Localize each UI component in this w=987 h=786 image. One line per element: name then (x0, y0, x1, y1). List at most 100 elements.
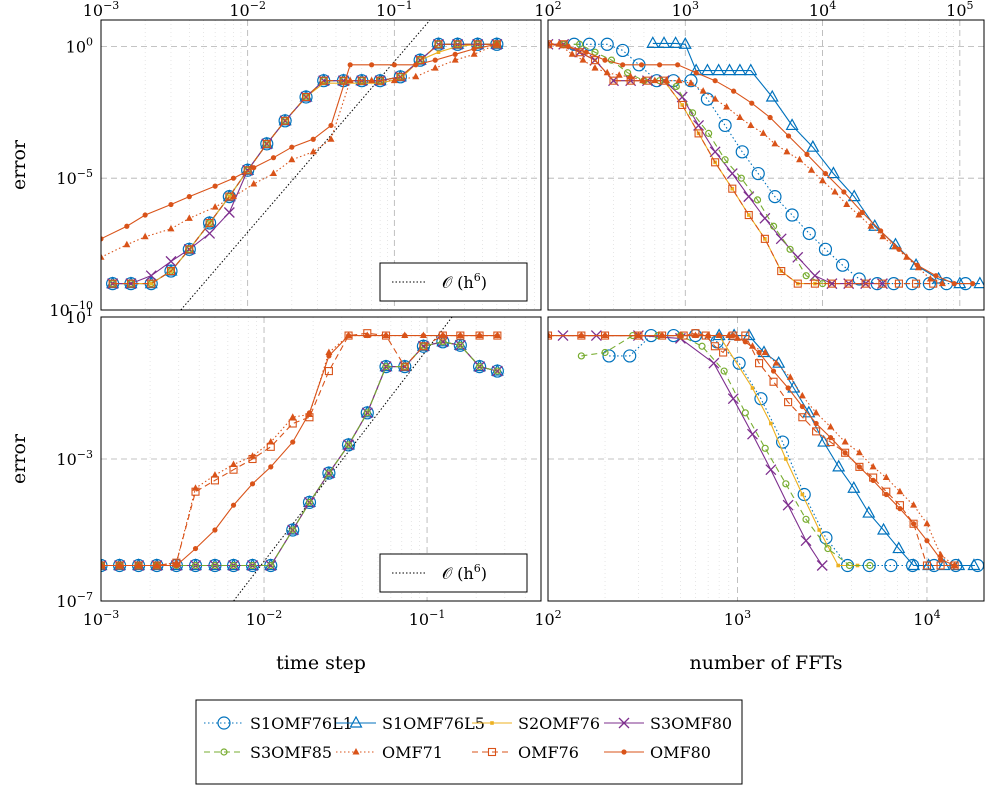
data-point (688, 109, 697, 117)
data-point (786, 373, 794, 380)
data-point (165, 255, 177, 267)
data-point (659, 76, 669, 85)
data-point (565, 43, 571, 49)
data-point (933, 273, 939, 279)
data-point (192, 484, 200, 491)
legend-entry-S1OMF76L1: S1OMF76L1 (204, 714, 353, 733)
data-point (492, 40, 501, 49)
legend-label: S3OMF80 (650, 714, 732, 733)
legend-label: S1OMF76L1 (250, 714, 353, 733)
data-point (391, 62, 397, 68)
series-line (101, 341, 498, 567)
data-point (357, 76, 366, 85)
reference-legend: 𝒪 (h6) (379, 553, 528, 593)
data-point (712, 328, 726, 341)
data-point (725, 331, 733, 339)
data-point (212, 183, 218, 189)
data-point (775, 435, 790, 449)
data-point (323, 467, 335, 479)
data-point (951, 281, 957, 287)
data-point (101, 236, 104, 242)
data-point (230, 460, 238, 467)
data-point (288, 419, 297, 428)
data-point (339, 76, 348, 85)
data-point (626, 76, 635, 85)
data-point (230, 175, 237, 181)
data-point (185, 245, 194, 254)
series-S1OMF76L1 (101, 335, 504, 573)
data-point (785, 133, 792, 139)
data-point (793, 279, 802, 288)
data-point (708, 357, 720, 369)
data-point (950, 561, 959, 570)
data-point (824, 544, 832, 553)
data-point (878, 228, 884, 234)
data-point (817, 528, 822, 532)
data-point (687, 79, 695, 86)
data-point (847, 481, 861, 493)
data-point (841, 448, 850, 457)
data-point (937, 556, 944, 562)
data-point (818, 242, 833, 256)
data-point (693, 119, 705, 131)
data-point (212, 527, 218, 533)
series-OMF71 (548, 331, 959, 568)
data-point (742, 339, 748, 345)
data-point (767, 114, 773, 121)
series-line (548, 335, 955, 566)
data-point (457, 332, 463, 339)
data-point (420, 332, 427, 339)
data-point (847, 189, 861, 202)
data-point (753, 196, 762, 204)
series-line (548, 332, 955, 567)
data-point (135, 562, 142, 569)
series-OMF76 (548, 329, 959, 570)
series-S3OMF80 (101, 336, 503, 571)
data-point (607, 56, 616, 64)
x-tick-label: 105 (946, 0, 973, 20)
data-point (327, 135, 335, 142)
data-point (705, 129, 713, 137)
data-point (310, 136, 316, 142)
series-line (548, 335, 955, 567)
data-point (922, 561, 932, 570)
data-point (783, 147, 791, 155)
data-point (289, 144, 295, 150)
y-tick-label: 10−10 (49, 299, 93, 320)
data-point (309, 147, 317, 155)
legend-label: OMF76 (518, 743, 579, 762)
series-line (112, 43, 497, 285)
data-point (319, 76, 328, 85)
data-point (855, 462, 864, 471)
data-point (675, 76, 683, 84)
data-point (368, 76, 376, 84)
data-point (185, 214, 193, 221)
legend-entry-OMF76: OMF76 (472, 743, 579, 762)
data-point (786, 245, 794, 253)
data-point (602, 332, 608, 339)
reference-line-h6 (180, 20, 431, 310)
data-point (672, 82, 680, 91)
data-point (248, 454, 257, 464)
data-point (797, 487, 811, 502)
data-point (816, 560, 828, 571)
data-point (249, 481, 256, 487)
series-OMF80 (548, 332, 958, 569)
data-point (819, 176, 827, 184)
data-point (879, 232, 887, 240)
data-point (290, 439, 296, 445)
data-point (266, 442, 275, 451)
legend-label: OMF71 (382, 743, 443, 762)
legend-label: S1OMF76L5 (382, 714, 485, 733)
data-point (656, 62, 663, 68)
x-tick-label: 104 (913, 608, 940, 629)
legend-entry-S3OMF80: S3OMF80 (604, 714, 732, 733)
data-point (810, 279, 819, 288)
series-S1OMF76L5 (101, 334, 504, 571)
data-point (822, 170, 829, 177)
data-point (646, 36, 660, 48)
data-point (400, 362, 409, 371)
data-point (770, 222, 778, 230)
